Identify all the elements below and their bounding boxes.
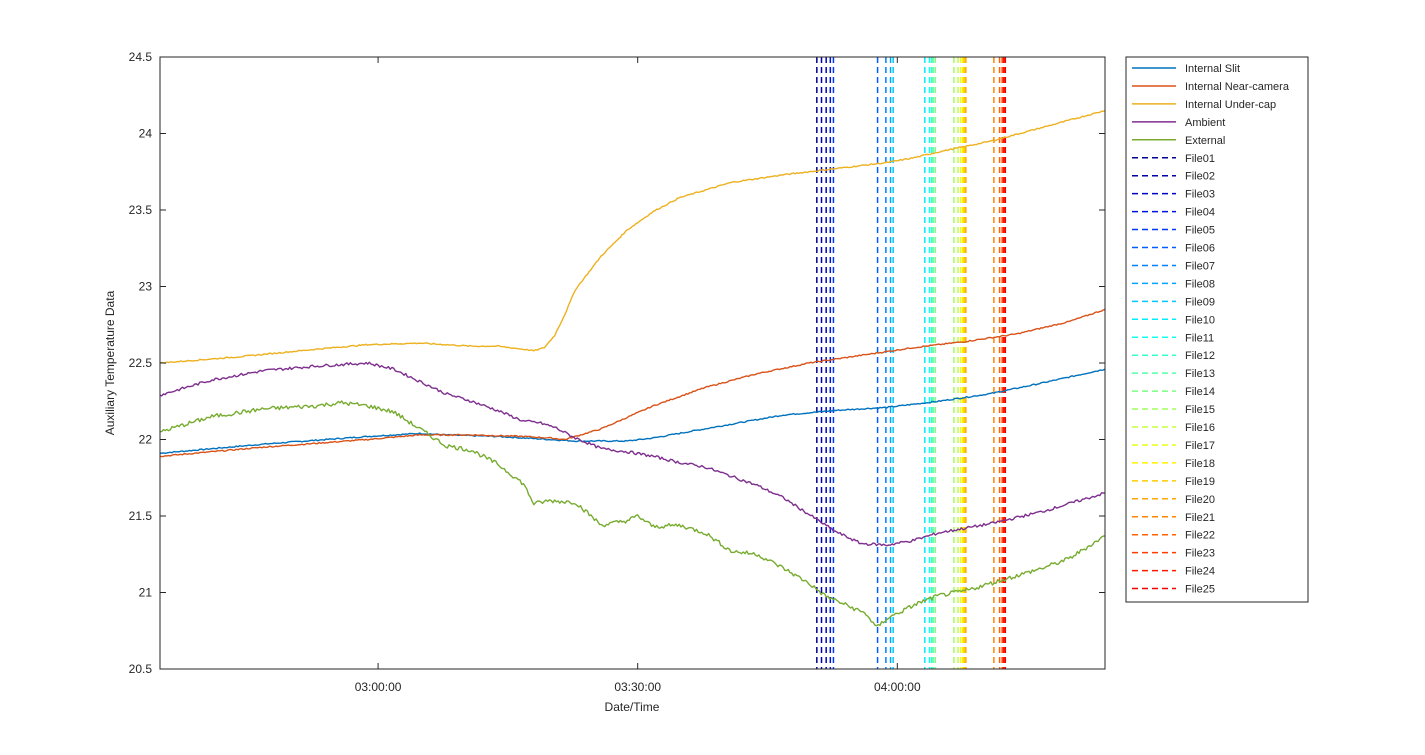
legend-label-16: File11 bbox=[1185, 332, 1214, 344]
legend-label-13: File08 bbox=[1185, 278, 1215, 290]
ticks-layer: 20.5 21 21.5 22 22.5 23 23.5 24 24.5 03:00:00 03:3… bbox=[129, 50, 1105, 694]
series-line-3 bbox=[159, 109, 1106, 364]
legend: Internal Slit Internal Near-camera Interna… bbox=[1125, 56, 1309, 603]
series-line-4 bbox=[159, 361, 1106, 547]
legend-label-15: File10 bbox=[1185, 314, 1215, 326]
series-line-2 bbox=[159, 308, 1106, 458]
legend-label-29: File24 bbox=[1185, 566, 1215, 578]
legend-label-21: File16 bbox=[1185, 422, 1215, 434]
y-tick-label-4: 22.5 bbox=[129, 356, 153, 370]
legend-label-1: Internal Slit bbox=[1185, 63, 1240, 75]
series-layer bbox=[159, 109, 1106, 627]
legend-label-30: File25 bbox=[1185, 584, 1215, 596]
x-tick-label-2: 04:00:00 bbox=[874, 680, 921, 694]
legend-label-25: File20 bbox=[1185, 494, 1215, 506]
legend-label-8: File03 bbox=[1185, 189, 1215, 201]
legend-label-27: File22 bbox=[1185, 530, 1215, 542]
y-tick-label-5: 23 bbox=[139, 280, 153, 294]
legend-label-26: File21 bbox=[1185, 512, 1215, 524]
legend-label-10: File05 bbox=[1185, 225, 1215, 237]
legend-label-24: File19 bbox=[1185, 476, 1215, 488]
legend-label-7: File02 bbox=[1185, 171, 1215, 183]
legend-label-3: Internal Under-cap bbox=[1185, 99, 1276, 111]
y-tick-label-1: 21 bbox=[139, 586, 153, 600]
x-axis-label: Date/Time bbox=[605, 700, 660, 714]
y-tick-label-8: 24.5 bbox=[129, 50, 153, 64]
legend-label-22: File17 bbox=[1185, 440, 1215, 452]
legend-label-12: File07 bbox=[1185, 260, 1215, 272]
legend-label-2: Internal Near-camera bbox=[1185, 81, 1290, 93]
legend-label-11: File06 bbox=[1185, 243, 1215, 255]
legend-label-17: File12 bbox=[1185, 350, 1215, 362]
legend-label-28: File23 bbox=[1185, 548, 1215, 560]
legend-label-5: External bbox=[1185, 135, 1225, 147]
legend-box bbox=[1125, 56, 1309, 603]
series-line-5 bbox=[159, 400, 1106, 627]
y-tick-label-6: 23.5 bbox=[129, 203, 153, 217]
series-line-1 bbox=[159, 368, 1106, 454]
legend-label-4: Ambient bbox=[1185, 117, 1225, 129]
y-tick-label-7: 24 bbox=[139, 127, 153, 141]
file-markers-layer bbox=[816, 57, 1007, 669]
y-tick-label-2: 21.5 bbox=[129, 509, 153, 523]
legend-label-18: File13 bbox=[1185, 368, 1215, 380]
x-tick-label-0: 03:00:00 bbox=[355, 680, 402, 694]
y-tick-label-0: 20.5 bbox=[129, 662, 153, 676]
plot-area bbox=[160, 57, 1105, 669]
legend-label-9: File04 bbox=[1185, 207, 1215, 219]
legend-label-6: File01 bbox=[1185, 153, 1215, 165]
x-tick-label-1: 03:30:00 bbox=[614, 680, 661, 694]
y-axis-label: Auxiliary Temperature Data bbox=[103, 290, 117, 435]
legend-label-19: File14 bbox=[1185, 386, 1215, 398]
legend-label-14: File09 bbox=[1185, 296, 1215, 308]
y-tick-label-3: 22 bbox=[139, 433, 153, 447]
legend-label-20: File15 bbox=[1185, 404, 1215, 416]
legend-label-23: File18 bbox=[1185, 458, 1215, 470]
